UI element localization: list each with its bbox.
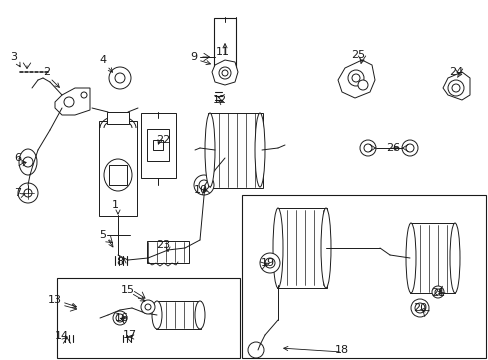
Text: 3: 3: [10, 52, 18, 62]
Bar: [147, 241, 189, 263]
Bar: [140, 112, 175, 177]
Bar: [276, 208, 326, 288]
Circle shape: [113, 311, 127, 325]
Circle shape: [359, 140, 375, 156]
Circle shape: [347, 70, 363, 86]
Circle shape: [431, 286, 443, 298]
Circle shape: [81, 92, 87, 98]
Ellipse shape: [104, 159, 132, 191]
Bar: [99, 121, 137, 216]
Circle shape: [115, 73, 125, 83]
Text: 24: 24: [448, 67, 462, 77]
Text: 26: 26: [385, 143, 399, 153]
Ellipse shape: [204, 113, 215, 187]
Bar: [408, 223, 453, 293]
Circle shape: [401, 140, 417, 156]
Polygon shape: [337, 60, 374, 98]
Polygon shape: [212, 60, 238, 85]
Circle shape: [410, 299, 428, 317]
Text: 18: 18: [334, 345, 348, 355]
Text: 19: 19: [261, 258, 274, 268]
Polygon shape: [55, 88, 90, 115]
Bar: [147, 129, 169, 161]
Bar: [155, 301, 200, 329]
Bar: [57, 278, 240, 358]
Text: 1: 1: [111, 200, 118, 210]
Polygon shape: [442, 72, 469, 100]
Text: 12: 12: [212, 95, 226, 105]
Ellipse shape: [19, 149, 37, 175]
Ellipse shape: [254, 113, 264, 187]
Bar: [153, 140, 163, 150]
Ellipse shape: [272, 208, 283, 288]
Bar: [242, 195, 485, 358]
Ellipse shape: [152, 301, 162, 329]
Text: 8: 8: [116, 257, 123, 267]
Bar: [107, 112, 129, 124]
Bar: [214, 18, 236, 72]
Text: 6: 6: [15, 153, 21, 163]
Text: 5: 5: [99, 230, 106, 240]
Text: 13: 13: [48, 295, 62, 305]
Text: 25: 25: [350, 50, 365, 60]
Bar: [109, 165, 127, 185]
Circle shape: [219, 67, 230, 79]
Ellipse shape: [449, 223, 459, 293]
Text: 16: 16: [115, 313, 129, 323]
Circle shape: [357, 80, 367, 90]
Circle shape: [109, 67, 131, 89]
Text: 10: 10: [194, 185, 207, 195]
Text: 23: 23: [156, 240, 170, 250]
Circle shape: [64, 97, 74, 107]
Text: 22: 22: [156, 135, 170, 145]
Text: 2: 2: [43, 67, 50, 77]
Circle shape: [24, 189, 32, 197]
Circle shape: [199, 180, 208, 190]
Text: 11: 11: [216, 47, 229, 57]
Text: 7: 7: [15, 188, 21, 198]
Circle shape: [141, 300, 155, 314]
Text: 14: 14: [55, 331, 69, 341]
Text: 15: 15: [121, 285, 135, 295]
Ellipse shape: [195, 301, 204, 329]
Text: 20: 20: [412, 303, 426, 313]
Circle shape: [194, 175, 214, 195]
Circle shape: [18, 183, 38, 203]
Text: 21: 21: [430, 288, 444, 298]
Text: 4: 4: [99, 55, 106, 65]
Text: 9: 9: [190, 52, 197, 62]
Bar: [207, 112, 262, 188]
Ellipse shape: [320, 208, 330, 288]
Text: 17: 17: [122, 330, 137, 340]
Circle shape: [260, 253, 280, 273]
Ellipse shape: [405, 223, 415, 293]
Circle shape: [447, 80, 463, 96]
